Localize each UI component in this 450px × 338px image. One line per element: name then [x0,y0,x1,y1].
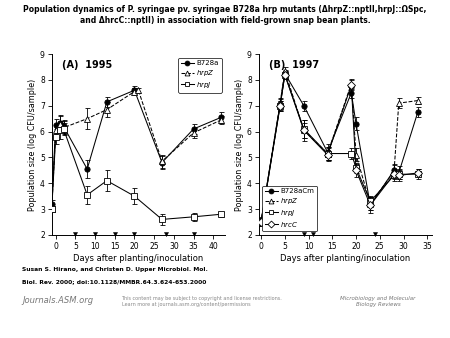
Legend: B728aCm, $\it{hrpZ}$, $\it{hrpJ}$, $\it{hrcC}$: B728aCm, $\it{hrpZ}$, $\it{hrpJ}$, $\it{… [262,186,317,232]
X-axis label: Days after planting/inoculation: Days after planting/inoculation [280,254,410,263]
Text: Susan S. Hirano, and Christen D. Upper Microbiol. Mol.: Susan S. Hirano, and Christen D. Upper M… [22,267,208,272]
Y-axis label: Population size (log CFU/sample): Population size (log CFU/sample) [235,78,244,211]
Text: Population dynamics of P. syringae pv. syringae B728a hrp mutants (ΔhrpZ::nptII,: Population dynamics of P. syringae pv. s… [23,5,427,25]
Legend: B728a, $\it{hrpZ}$, $\it{hrpJ}$: B728a, $\it{hrpZ}$, $\it{hrpJ}$ [178,57,221,93]
Text: Journals.ASM.org: Journals.ASM.org [22,296,94,305]
X-axis label: Days after planting/inoculation: Days after planting/inoculation [73,254,203,263]
Text: (A)  1995: (A) 1995 [62,59,112,70]
Text: Microbiology and Molecular
Biology Reviews: Microbiology and Molecular Biology Revie… [340,296,416,307]
Text: Biol. Rev. 2000; doi:10.1128/MMBR.64.3.624-653.2000: Biol. Rev. 2000; doi:10.1128/MMBR.64.3.6… [22,279,207,284]
Text: This content may be subject to copyright and license restrictions.
Learn more at: This content may be subject to copyright… [122,296,282,307]
Y-axis label: Population size (log CFU/sample): Population size (log CFU/sample) [28,78,37,211]
Text: (B)  1997: (B) 1997 [269,59,319,70]
